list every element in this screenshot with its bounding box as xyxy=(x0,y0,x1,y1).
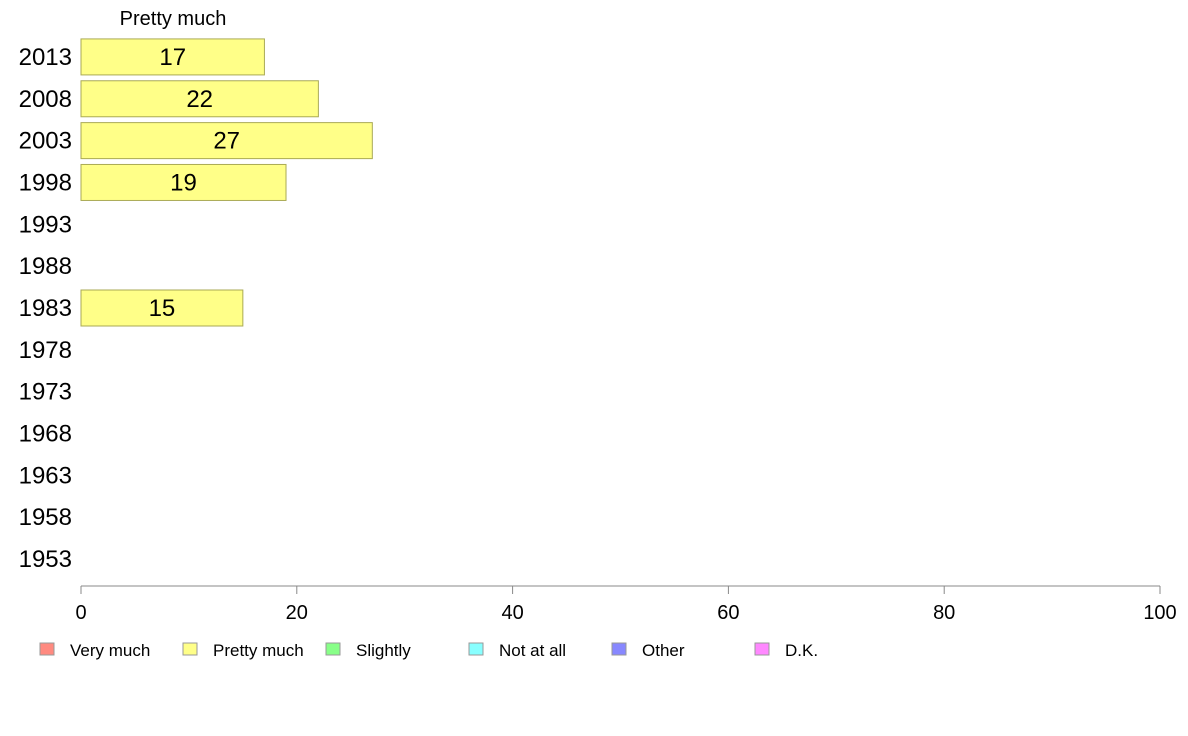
bar-value-label-2013: 17 xyxy=(159,44,186,71)
x-tick-label-80: 80 xyxy=(933,602,955,624)
category-label-1968: 1968 xyxy=(19,421,72,448)
category-label-1958: 1958 xyxy=(19,504,72,531)
bar-1998 xyxy=(80,163,287,201)
category-label-1983: 1983 xyxy=(19,295,72,322)
legend-swatch-pretty-much xyxy=(182,642,198,656)
bar-value-label-1983: 15 xyxy=(149,295,176,322)
category-label-1953: 1953 xyxy=(19,546,72,573)
category-labels: 2013 2008 2003 1998 1993 1988 1983 1978 1973 1968… xyxy=(19,44,72,573)
category-label-1998: 1998 xyxy=(19,169,72,196)
bar-value-label-2008: 22 xyxy=(186,86,213,113)
bar-2008 xyxy=(80,80,319,118)
legend-swatch-other xyxy=(611,642,627,656)
category-label-2003: 2003 xyxy=(19,128,72,155)
category-label-2008: 2008 xyxy=(19,86,72,113)
legend-swatch-d-k xyxy=(754,642,770,656)
bar-value-label-1998: 19 xyxy=(170,169,197,196)
category-label-1973: 1973 xyxy=(19,379,72,406)
x-tick-label-100: 100 xyxy=(1143,602,1176,624)
legend-label-slightly: Slightly xyxy=(356,641,411,660)
legend-label-pretty-much: Pretty much xyxy=(213,641,304,660)
x-tick-label-60: 60 xyxy=(717,602,739,624)
x-tick-label-20: 20 xyxy=(286,602,308,624)
bar-2003 xyxy=(80,122,373,160)
legend: Very much Pretty much Slightly Not at all Ot… xyxy=(39,641,818,660)
x-tick-label-0: 0 xyxy=(75,602,86,624)
legend-swatch-not-at-all xyxy=(468,642,484,656)
legend-label-very-much: Very much xyxy=(70,641,150,660)
series-title: Pretty much xyxy=(120,8,227,30)
category-label-1963: 1963 xyxy=(19,462,72,489)
category-label-1988: 1988 xyxy=(19,253,72,280)
legend-label-not-at-all: Not at all xyxy=(499,641,566,660)
bar-2013 xyxy=(80,38,265,76)
legend-swatch-very-much xyxy=(39,642,55,656)
category-label-2013: 2013 xyxy=(19,44,72,71)
legend-swatch-slightly xyxy=(325,642,341,656)
category-label-1978: 1978 xyxy=(19,337,72,364)
legend-label-d-k: D.K. xyxy=(785,641,818,660)
bar-value-label-2003: 27 xyxy=(213,128,240,155)
x-axis: 0 20 40 60 80 100 xyxy=(75,585,1177,624)
legend-label-other: Other xyxy=(642,641,685,660)
bar-1983 xyxy=(80,289,244,327)
category-label-1993: 1993 xyxy=(19,211,72,238)
x-tick-label-40: 40 xyxy=(501,602,523,624)
